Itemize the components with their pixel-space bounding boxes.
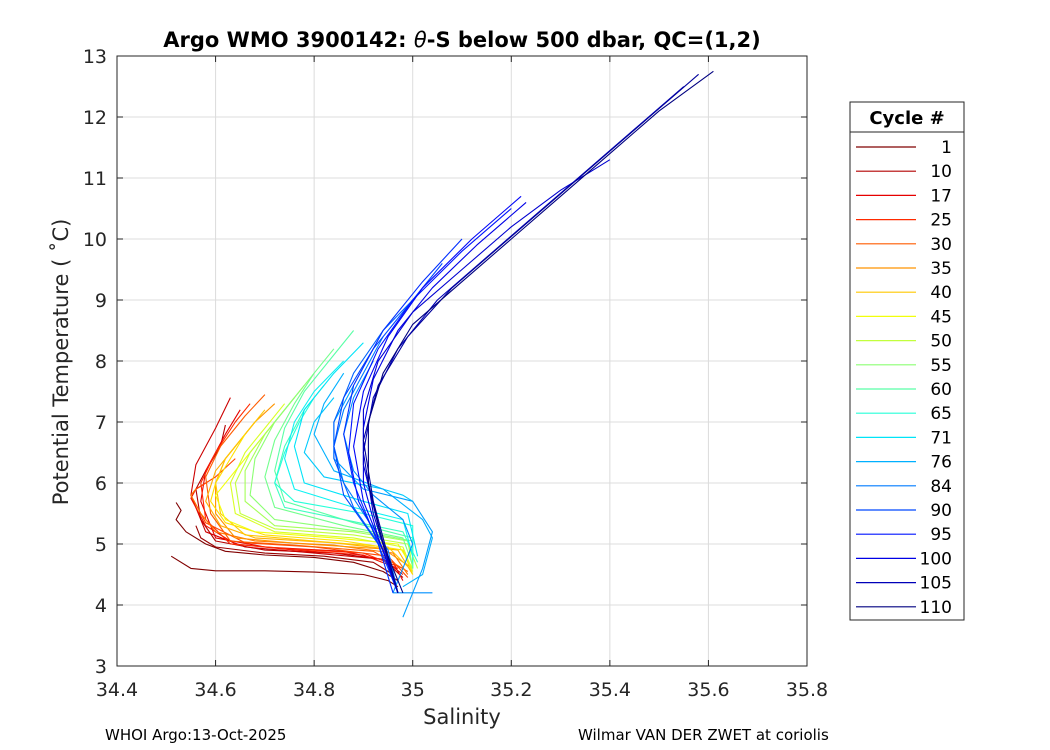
series-line-cycle-95 xyxy=(348,208,512,593)
legend-label: 45 xyxy=(930,307,952,327)
series-line-cycle-90 xyxy=(333,263,443,594)
x-tick-label: 35.8 xyxy=(786,679,828,701)
x-axis-label: Salinity xyxy=(423,705,501,729)
series-line-cycle-28 xyxy=(190,458,409,578)
footer-left: WHOI Argo:13-Oct-2025 xyxy=(105,726,287,744)
legend-label: 65 xyxy=(930,404,952,424)
legend-label: 84 xyxy=(930,477,952,497)
legend-label: 60 xyxy=(930,380,952,400)
y-tick-label: 7 xyxy=(95,412,107,434)
legend-label: 90 xyxy=(930,501,952,521)
x-tick-label: 35.4 xyxy=(589,679,631,701)
legend-label: 100 xyxy=(920,549,952,569)
series-line-cycle-107 xyxy=(362,73,699,593)
series-line-cycle-68 xyxy=(284,360,414,557)
series-line-cycle-5 xyxy=(195,525,394,575)
y-tick-label: 10 xyxy=(83,229,107,251)
legend-label: 95 xyxy=(930,525,952,545)
y-tick-label: 9 xyxy=(95,290,107,312)
y-tick-label: 5 xyxy=(95,534,107,556)
grid-lines xyxy=(117,56,807,666)
legend-label: 17 xyxy=(930,186,952,206)
legend-label: 76 xyxy=(930,453,952,473)
y-axis-label: Potential Temperature ( ˚C) xyxy=(49,219,73,506)
y-tick-label: 11 xyxy=(83,168,107,190)
data-series-group xyxy=(170,70,714,618)
y-tick-label: 13 xyxy=(83,46,107,68)
series-line-cycle-100 xyxy=(362,201,527,593)
y-tick-label: 4 xyxy=(95,595,107,617)
legend-label: 25 xyxy=(930,211,952,231)
x-tick-label: 34.8 xyxy=(293,679,335,701)
series-line-cycle-93 xyxy=(343,238,463,593)
legend-label: 30 xyxy=(930,235,952,255)
legend-label: 55 xyxy=(930,356,952,376)
x-tick-label: 34.4 xyxy=(96,679,138,701)
axis-ticks: 34.4 34.6 34.8 35 35.2 35.4 35.6 35.8 3 4 5 6 7 8 9 10 1… xyxy=(83,46,828,701)
series-line-cycle-1b xyxy=(170,555,399,588)
series-line-cycle-60 xyxy=(274,330,414,569)
series-line-cycle-110 xyxy=(367,70,714,594)
series-line-cycle-71 xyxy=(293,342,419,557)
series-line-cycle-14 xyxy=(190,397,404,575)
series-line-cycle-74 xyxy=(303,397,413,502)
x-tick-label: 35.6 xyxy=(687,679,729,701)
legend-label: 50 xyxy=(930,332,952,352)
legend: Cycle # 11017253035404550556065717684909… xyxy=(849,101,965,621)
series-line-cycle-30 xyxy=(205,394,409,572)
series-line-cycle-63 xyxy=(274,385,419,563)
legend-label: 71 xyxy=(930,428,952,448)
legend-label: 10 xyxy=(930,162,952,182)
series-line-cycle-40 xyxy=(215,409,414,572)
series-line-cycle-80 xyxy=(343,360,433,594)
x-tick-label: 35.2 xyxy=(490,679,532,701)
series-line-cycle-48 xyxy=(229,403,414,572)
legend-label: 1 xyxy=(941,138,952,158)
series-line-cycle-58 xyxy=(264,348,414,566)
y-tick-label: 6 xyxy=(95,473,107,495)
footer-right: Wilmar VAN DER ZWET at coriolis xyxy=(578,726,829,744)
series-line-cycle-1 xyxy=(175,502,399,582)
y-tick-label: 3 xyxy=(95,656,107,678)
series-line-cycle-97 xyxy=(353,195,522,593)
chart-title: Argo WMO 3900142: θ-S below 500 dbar, QC… xyxy=(163,28,760,52)
legend-title: Cycle # xyxy=(869,108,944,129)
series-line-cycle-76 xyxy=(313,372,433,588)
y-tick-label: 12 xyxy=(83,107,107,129)
x-tick-label: 35 xyxy=(401,679,425,701)
legend-label: 105 xyxy=(920,574,952,594)
legend-label: 40 xyxy=(930,283,952,303)
x-tick-label: 34.6 xyxy=(194,679,236,701)
legend-label: 35 xyxy=(930,259,952,279)
y-tick-label: 8 xyxy=(95,351,107,373)
series-line-cycle-55 xyxy=(249,372,414,569)
legend-entries: 1101725303540455055606571768490951001051… xyxy=(856,138,952,618)
legend-label: 110 xyxy=(920,598,952,618)
